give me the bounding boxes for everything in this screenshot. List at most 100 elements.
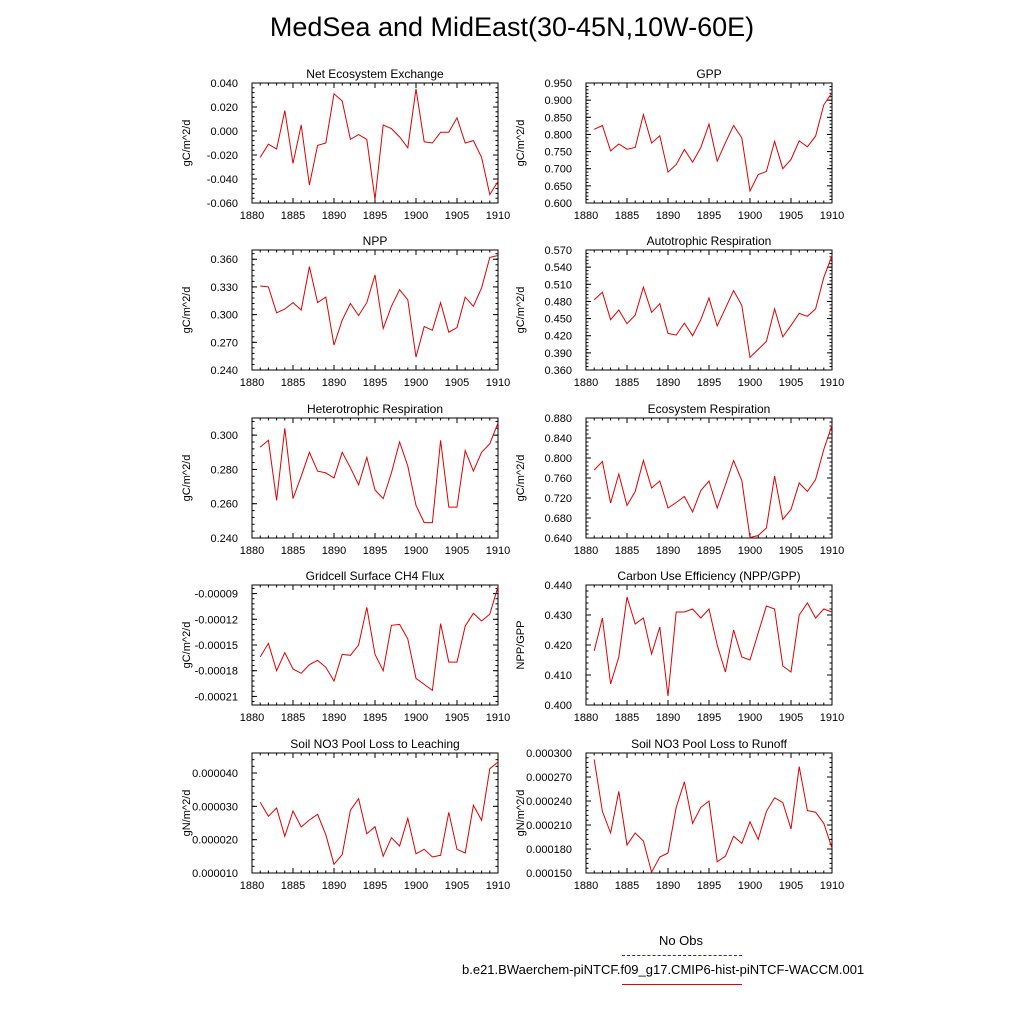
x-tick-label: 1905 — [445, 545, 469, 557]
y-axis-label: NPP/GPP — [515, 621, 527, 670]
x-tick-label: 1890 — [322, 210, 346, 222]
y-tick-label: 0.000040 — [192, 768, 238, 780]
x-tick-label: 1895 — [363, 545, 387, 557]
y-axis-label: gC/m^2/d — [181, 287, 193, 334]
y-tick-label: 0.850 — [544, 112, 572, 124]
x-tick-label: 1900 — [404, 210, 428, 222]
x-tick-label: 1905 — [779, 377, 803, 389]
series-line — [593, 255, 833, 359]
legend-line-no-obs — [622, 955, 742, 956]
x-tick-label: 1890 — [656, 545, 680, 557]
x-tick-label: 1880 — [574, 880, 598, 892]
x-tick-label: 1890 — [656, 377, 680, 389]
x-tick-label: 1890 — [322, 880, 346, 892]
y-tick-label: 0.000020 — [192, 835, 238, 847]
series-line — [259, 586, 499, 692]
y-tick-label: 0.400 — [544, 700, 572, 712]
y-tick-label: 0.600 — [544, 198, 572, 210]
x-tick-label: 1895 — [697, 880, 721, 892]
series-line — [259, 422, 499, 524]
series-line — [593, 92, 833, 193]
y-tick-label: 0.270 — [210, 337, 238, 349]
x-tick-label: 1890 — [656, 880, 680, 892]
panel-8: Carbon Use Efficiency (NPP/GPP) 1880 1885 1… — [515, 569, 844, 724]
panel-title: GPP — [696, 67, 721, 81]
legend-line-case — [622, 984, 742, 985]
panel-9: Soil NO3 Pool Loss to Leaching 1880 1885 18… — [181, 737, 510, 892]
x-tick-label: 1885 — [615, 880, 639, 892]
y-tick-label: 0.360 — [210, 254, 238, 266]
panel-title: Heterotrophic Respiration — [307, 402, 443, 416]
y-tick-label: 0.420 — [544, 331, 572, 343]
y-axis-label: gC/m^2/d — [515, 120, 527, 167]
y-tick-label: 0.950 — [544, 78, 572, 90]
x-tick-label: 1905 — [445, 712, 469, 724]
x-tick-label: 1885 — [281, 712, 305, 724]
y-tick-label: 0.240 — [210, 533, 238, 545]
panel-4: Autotrophic Respiration 1880 1885 1890 1895 1… — [515, 234, 844, 389]
y-tick-label: 0.000180 — [526, 844, 572, 856]
series-line — [259, 761, 499, 866]
x-tick-label: 1900 — [738, 712, 762, 724]
panel-title: Net Ecosystem Exchange — [306, 67, 444, 81]
x-tick-label: 1885 — [281, 377, 305, 389]
x-tick-label: 1910 — [486, 210, 510, 222]
x-tick-label: 1880 — [240, 880, 264, 892]
panel-10: Soil NO3 Pool Loss to Runoff 1880 1885 1890… — [515, 737, 844, 892]
y-tick-label: 0.420 — [544, 640, 572, 652]
x-tick-label: 1885 — [281, 545, 305, 557]
x-tick-label: 1910 — [486, 377, 510, 389]
y-tick-label: 0.300 — [210, 310, 238, 322]
x-tick-label: 1900 — [738, 545, 762, 557]
panel-1: Net Ecosystem Exchange 1880 1885 1890 1895 19… — [181, 67, 510, 222]
plot-frame — [251, 752, 499, 874]
y-tick-label: -0.060 — [207, 198, 238, 210]
panel-5: Heterotrophic Respiration 1880 1885 1890 189… — [181, 402, 510, 557]
x-tick-label: 1900 — [738, 210, 762, 222]
y-tick-label: 0.750 — [544, 147, 572, 159]
x-tick-label: 1880 — [240, 377, 264, 389]
x-tick-label: 1905 — [779, 545, 803, 557]
x-tick-label: 1880 — [240, 712, 264, 724]
series-line — [260, 255, 499, 358]
x-tick-label: 1900 — [404, 545, 428, 557]
panel-title: Soil NO3 Pool Loss to Runoff — [631, 737, 788, 751]
panel-7: Gridcell Surface CH4 Flux 1880 1885 1890 189… — [181, 569, 510, 724]
x-tick-label: 1900 — [738, 377, 762, 389]
y-tick-label: 0.480 — [544, 296, 572, 308]
x-tick-label: 1910 — [820, 377, 844, 389]
series-line — [593, 424, 833, 539]
series-line — [593, 596, 833, 697]
x-tick-label: 1895 — [697, 377, 721, 389]
y-tick-label: 0.240 — [210, 365, 238, 377]
y-tick-label: 0.000300 — [526, 748, 572, 760]
x-tick-label: 1880 — [240, 210, 264, 222]
y-tick-label: 0.000 — [210, 126, 238, 138]
y-tick-label: 0.330 — [210, 282, 238, 294]
x-tick-label: 1900 — [738, 880, 762, 892]
x-tick-label: 1910 — [486, 880, 510, 892]
x-tick-label: 1910 — [820, 545, 844, 557]
panel-title: Carbon Use Efficiency (NPP/GPP) — [617, 569, 800, 583]
y-axis-label: gC/m^2/d — [181, 622, 193, 669]
x-tick-label: 1905 — [445, 210, 469, 222]
y-tick-label: 0.430 — [544, 610, 572, 622]
panel-title: Autotrophic Respiration — [647, 234, 772, 248]
y-tick-label: 0.880 — [544, 413, 572, 425]
y-tick-label: 0.650 — [544, 181, 572, 193]
x-tick-label: 1895 — [363, 712, 387, 724]
y-tick-label: -0.00021 — [195, 691, 238, 703]
x-tick-label: 1880 — [574, 210, 598, 222]
y-tick-label: 0.260 — [210, 499, 238, 511]
y-axis-label: gN/m^2/d — [181, 790, 193, 837]
plot-frame — [585, 752, 833, 874]
panel-title: Gridcell Surface CH4 Flux — [306, 569, 445, 583]
y-tick-label: 0.450 — [544, 314, 572, 326]
x-tick-label: 1880 — [574, 712, 598, 724]
y-tick-label: 0.540 — [544, 262, 572, 274]
y-tick-label: 0.000270 — [526, 772, 572, 784]
y-tick-label: -0.020 — [207, 150, 238, 162]
x-tick-label: 1880 — [574, 377, 598, 389]
plot-frame — [585, 249, 833, 371]
x-tick-label: 1910 — [486, 712, 510, 724]
